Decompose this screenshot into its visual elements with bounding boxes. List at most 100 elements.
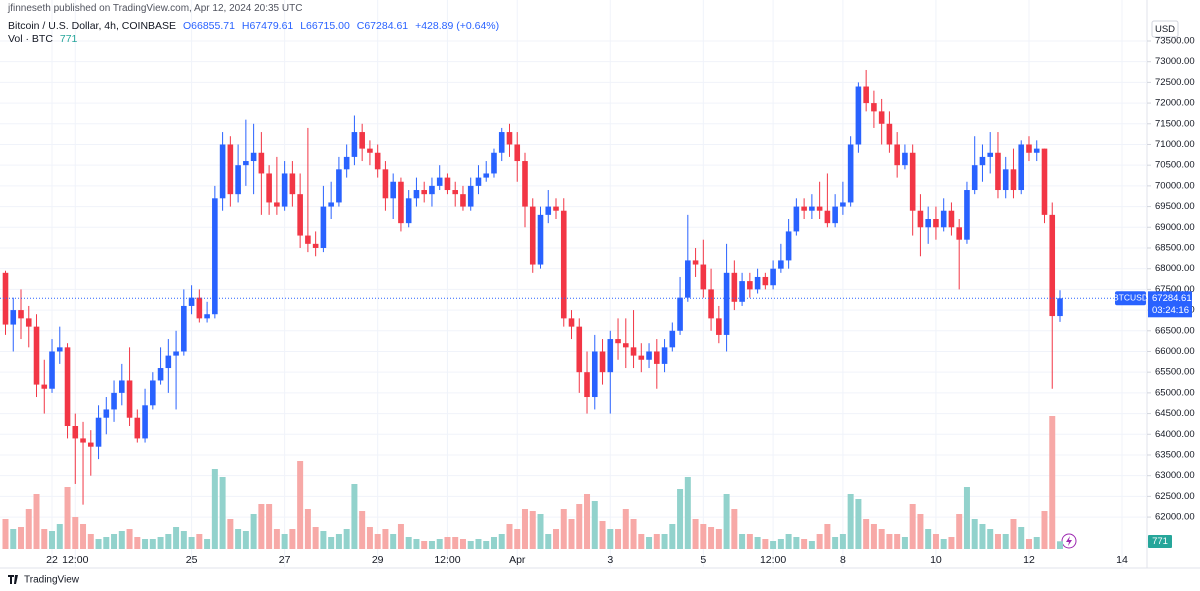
candle-body bbox=[553, 206, 559, 211]
volume-bar bbox=[173, 527, 180, 549]
y-tick-label: 73000.00 bbox=[1155, 56, 1195, 67]
y-tick-label: 68000.00 bbox=[1155, 263, 1195, 274]
candle-body bbox=[398, 181, 404, 224]
candle-body bbox=[1002, 169, 1009, 191]
volume-bar bbox=[10, 529, 17, 549]
candle-body bbox=[204, 314, 210, 319]
y-tick-label: 69000.00 bbox=[1155, 222, 1195, 233]
candle-body bbox=[235, 165, 241, 195]
volume-bar bbox=[847, 494, 854, 549]
candle-body bbox=[150, 380, 156, 406]
candle-body bbox=[281, 173, 288, 207]
volume-bar bbox=[661, 534, 668, 549]
y-tick-label: 70000.00 bbox=[1155, 180, 1195, 191]
candle-body bbox=[778, 260, 784, 269]
candle-body bbox=[25, 318, 32, 327]
currency-box[interactable] bbox=[1151, 20, 1179, 38]
candle-body bbox=[33, 326, 40, 385]
volume-bar bbox=[793, 537, 800, 549]
candle-body bbox=[855, 86, 862, 145]
candle-body bbox=[250, 152, 257, 162]
candle-body bbox=[56, 347, 63, 352]
grid bbox=[0, 0, 1147, 568]
volume-bar bbox=[304, 509, 311, 549]
candle-body bbox=[669, 330, 676, 348]
volume-bar bbox=[894, 534, 901, 549]
y-tick-label: 62000.00 bbox=[1155, 512, 1195, 523]
x-tick-label: 27 bbox=[279, 554, 291, 566]
y-tick-label: 70500.00 bbox=[1155, 160, 1195, 171]
candle-body bbox=[359, 132, 365, 149]
candle-body bbox=[483, 173, 490, 178]
volume-bar bbox=[824, 524, 831, 549]
candle-body bbox=[529, 206, 536, 265]
volume-bar bbox=[560, 509, 567, 549]
volume-bar bbox=[196, 534, 203, 549]
volume-bar bbox=[1041, 511, 1048, 549]
candle-body bbox=[219, 144, 226, 199]
candle-body bbox=[584, 372, 590, 398]
x-tick-label: 14 bbox=[1116, 554, 1128, 566]
candle-body bbox=[716, 318, 722, 335]
candle-body bbox=[638, 355, 645, 360]
volume-bar bbox=[413, 539, 420, 549]
volume-bar bbox=[335, 534, 342, 549]
volume-bar bbox=[739, 534, 746, 549]
candle-body bbox=[971, 165, 978, 191]
volume-bar bbox=[878, 529, 885, 549]
legend-change: +428.89 (+0.64%) bbox=[415, 20, 500, 32]
volume-bar bbox=[56, 524, 63, 549]
candle-body bbox=[591, 351, 598, 398]
candle-body bbox=[1057, 298, 1063, 317]
volume-bar bbox=[940, 539, 947, 549]
candle-body bbox=[467, 185, 474, 207]
volume-bar bbox=[816, 534, 823, 549]
candle-body bbox=[196, 297, 203, 319]
candle-body bbox=[506, 132, 513, 145]
volume-bar bbox=[700, 524, 707, 549]
candle-body bbox=[181, 305, 187, 352]
candle-body bbox=[289, 173, 296, 195]
volume-bar bbox=[870, 524, 877, 549]
volume-bar bbox=[1033, 537, 1040, 549]
volume-bar bbox=[273, 529, 280, 549]
candle-body bbox=[142, 405, 148, 439]
candle-body bbox=[708, 289, 714, 319]
candle-body bbox=[320, 206, 327, 248]
x-tick-label: 29 bbox=[372, 554, 384, 566]
legend: Bitcoin / U.S. Dollar, 4h, COINBASE O668… bbox=[8, 20, 503, 32]
legend-close: C67284.61 bbox=[356, 20, 409, 32]
candle-body bbox=[1010, 169, 1017, 191]
candle-body bbox=[429, 185, 435, 195]
volume-bar bbox=[545, 534, 552, 549]
event-icon-bolt bbox=[1066, 536, 1072, 546]
y-tick-label: 66500.00 bbox=[1155, 325, 1195, 336]
candle-body bbox=[460, 194, 466, 207]
volume-bar bbox=[1010, 519, 1017, 549]
volume-bar bbox=[762, 539, 769, 549]
volume-bar bbox=[808, 541, 815, 549]
volume-bar bbox=[297, 461, 304, 549]
y-tick-label: 66000.00 bbox=[1155, 346, 1195, 357]
volume-bar bbox=[397, 524, 404, 549]
volume-bar bbox=[64, 487, 71, 549]
x-tick-label: 12 bbox=[1023, 554, 1035, 566]
last-price-label: 67284.61 bbox=[1152, 293, 1192, 304]
candle-body bbox=[367, 148, 373, 153]
volume-bar bbox=[677, 489, 684, 549]
volume-bar bbox=[754, 537, 761, 549]
candle-body bbox=[847, 144, 854, 203]
volume-bar bbox=[281, 534, 288, 549]
x-tick-label: 12:00 bbox=[434, 554, 460, 566]
candle-body bbox=[312, 243, 319, 248]
candle-body bbox=[692, 260, 699, 265]
volume-bar bbox=[227, 519, 234, 549]
candle-body bbox=[328, 202, 334, 207]
candle-body bbox=[1033, 148, 1040, 153]
candle-body bbox=[902, 152, 908, 166]
candle-body bbox=[64, 347, 71, 426]
volume-legend: Vol · BTC 771 bbox=[8, 33, 81, 45]
candle-body bbox=[871, 103, 877, 112]
candle-body bbox=[987, 152, 994, 157]
